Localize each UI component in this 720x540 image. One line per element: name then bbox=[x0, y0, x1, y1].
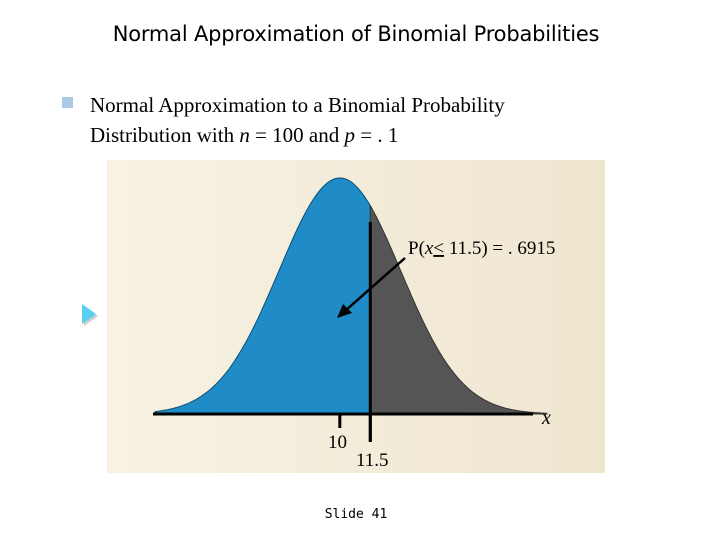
p-value: = . 1 bbox=[355, 123, 399, 147]
tick-label-10: 10 bbox=[328, 432, 347, 453]
bullet-line-2: Distribution with n = 100 and p = . 1 bbox=[90, 120, 690, 150]
left-shaded-area bbox=[154, 177, 371, 415]
p-symbol: p bbox=[344, 123, 356, 147]
pointer-arrowhead bbox=[337, 304, 352, 318]
slide-number: Slide 41 bbox=[324, 507, 388, 522]
slide-title: Normal Approximation of Binomial Probabi… bbox=[112, 22, 600, 46]
n-value: = 100 and bbox=[249, 123, 345, 147]
tick-label-11-5: 11.5 bbox=[356, 450, 389, 471]
bullet-text: Normal Approximation to a Binomial Proba… bbox=[90, 90, 690, 150]
right-tail-area bbox=[369, 203, 548, 415]
chart-panel: P(x< 11.5) = . 6915 x 10 11.5 bbox=[107, 160, 605, 473]
bullet-line-2-prefix: Distribution with bbox=[90, 123, 240, 147]
bullet-line-1: Normal Approximation to a Binomial Proba… bbox=[90, 93, 505, 117]
normal-curve-chart: P(x< 11.5) = . 6915 x 10 11.5 bbox=[153, 177, 555, 471]
bullet-square-icon bbox=[62, 97, 73, 108]
x-axis-label: x bbox=[541, 407, 551, 429]
probability-label: P(x< 11.5) = . 6915 bbox=[408, 238, 555, 259]
play-arrow-icon[interactable] bbox=[82, 304, 96, 324]
n-symbol: n bbox=[239, 123, 250, 147]
pointer-arrow bbox=[344, 257, 406, 312]
